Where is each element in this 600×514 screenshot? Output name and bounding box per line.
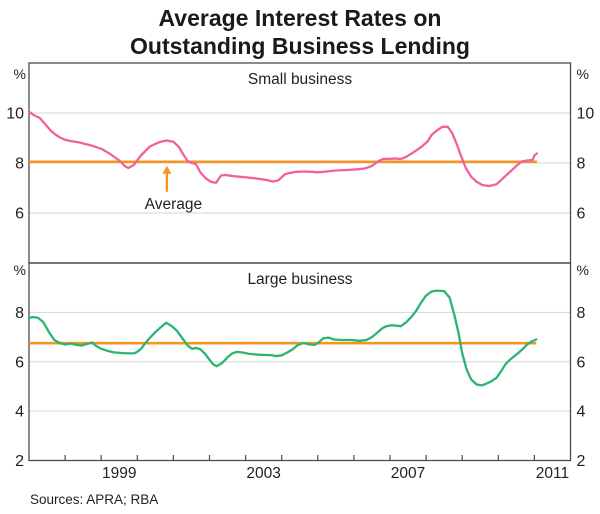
chart-title-line2: Outstanding Business Lending (130, 33, 470, 59)
y-tick-label-right: 4 (577, 404, 586, 421)
chart-title-line1: Average Interest Rates on (158, 5, 442, 31)
panel-frame-large-business (28, 262, 572, 462)
y-tick-label-right: 10 (577, 106, 595, 123)
small-business-line (27, 110, 539, 188)
percent-label-right: % (577, 66, 589, 82)
y-tick-label-left: 8 (15, 156, 24, 173)
average-arrow-icon (162, 165, 172, 174)
chart-title: Average Interest Rates on Outstanding Bu… (0, 4, 600, 60)
percent-label-left: % (14, 262, 26, 278)
y-tick-label-left: 8 (15, 305, 24, 322)
large-business-line (27, 289, 538, 387)
y-tick-label-left: 2 (15, 453, 24, 470)
y-tick-label-right: 8 (577, 156, 586, 173)
y-tick-label-right: 2 (577, 453, 586, 470)
y-tick-label-left: 6 (15, 354, 24, 371)
percent-label-left: % (14, 66, 26, 82)
y-tick-label-left: 6 (15, 206, 24, 223)
y-tick-label-right: 8 (577, 305, 586, 322)
y-tick-label-right: 6 (577, 354, 586, 371)
y-tick-label-right: 6 (577, 206, 586, 223)
x-axis-year-label: 2007 (391, 465, 425, 482)
average-annotation: Average (145, 196, 202, 213)
percent-label-right: % (577, 262, 589, 278)
panel-title-small-business: Small business (248, 71, 352, 88)
x-axis-year-label: 2003 (246, 465, 280, 482)
x-axis-year-label: 2011 (536, 465, 569, 482)
y-tick-label-left: 10 (6, 106, 24, 123)
y-tick-label-left: 4 (15, 404, 24, 421)
x-axis-year-label: 1999 (102, 465, 136, 482)
sources-note: Sources: APRA; RBA (30, 492, 159, 507)
panel-title-large-business: Large business (247, 271, 352, 288)
